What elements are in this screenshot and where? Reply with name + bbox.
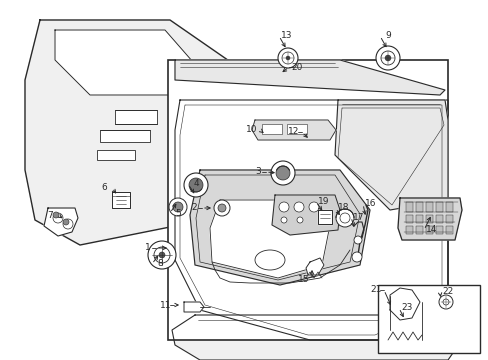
Bar [415,226,422,234]
Polygon shape [389,288,419,320]
Bar [286,124,306,134]
Text: 9: 9 [385,31,390,40]
Circle shape [353,236,361,244]
Text: 1: 1 [145,243,151,252]
Polygon shape [44,208,78,236]
Circle shape [351,252,361,262]
Circle shape [154,247,170,263]
Polygon shape [271,195,339,235]
Polygon shape [397,198,461,240]
Text: 7: 7 [47,211,53,220]
Polygon shape [172,315,454,360]
Circle shape [384,55,390,61]
Circle shape [375,46,399,70]
Circle shape [339,213,349,223]
Circle shape [189,178,203,192]
Text: 2: 2 [191,203,196,212]
Circle shape [282,52,293,64]
Circle shape [438,295,452,309]
Bar [415,202,422,212]
Bar [405,226,412,234]
Polygon shape [55,30,200,95]
Circle shape [63,219,73,229]
Bar [100,130,150,142]
Text: 3: 3 [255,167,260,176]
Polygon shape [334,100,447,210]
Text: 20: 20 [291,63,302,72]
Text: 11: 11 [160,301,171,310]
Polygon shape [190,170,369,285]
Text: 6: 6 [101,184,107,193]
Text: 10: 10 [246,126,257,135]
Text: 15: 15 [298,275,309,284]
Ellipse shape [254,250,285,270]
Text: 14: 14 [426,225,437,234]
Text: 18: 18 [338,203,349,212]
Circle shape [214,200,229,216]
Text: 8: 8 [157,260,163,269]
Text: 22: 22 [442,288,453,297]
Circle shape [285,56,289,60]
Text: 17: 17 [352,212,364,221]
Text: 23: 23 [401,303,412,312]
Circle shape [218,204,225,212]
Bar [262,124,282,134]
Circle shape [308,202,318,212]
Circle shape [442,299,448,305]
Circle shape [278,48,297,68]
Circle shape [275,166,289,180]
Circle shape [270,161,294,185]
Bar [435,226,442,234]
Text: 4: 4 [193,180,199,189]
Polygon shape [175,100,447,340]
Polygon shape [305,258,324,275]
Bar [377,285,479,353]
Text: 5: 5 [175,208,181,217]
Bar [97,150,135,160]
Circle shape [53,212,59,218]
Circle shape [380,51,394,65]
Bar [415,215,422,223]
Polygon shape [183,302,203,312]
Circle shape [63,219,69,225]
Polygon shape [317,210,331,224]
Bar [168,60,447,340]
Polygon shape [251,120,335,140]
Polygon shape [175,60,444,95]
Text: 16: 16 [365,199,376,208]
Text: 12: 12 [288,127,299,136]
Text: 13: 13 [281,31,292,40]
Bar [115,110,157,124]
Bar [435,215,442,223]
Circle shape [296,217,303,223]
Polygon shape [209,200,329,278]
Circle shape [159,252,164,258]
Bar [425,215,432,223]
Bar [425,202,432,212]
Circle shape [53,213,63,223]
Polygon shape [112,192,130,208]
Bar [405,202,412,212]
Circle shape [173,202,183,212]
Text: 21: 21 [369,285,381,294]
Circle shape [335,209,353,227]
Circle shape [279,202,288,212]
Bar [435,202,442,212]
Polygon shape [25,20,235,245]
Bar [445,202,452,212]
Circle shape [293,202,304,212]
Circle shape [183,173,207,197]
Bar [445,226,452,234]
Bar [425,226,432,234]
Text: 19: 19 [318,198,329,207]
Circle shape [169,198,186,216]
Bar [445,215,452,223]
Bar [405,215,412,223]
Circle shape [148,241,176,269]
Circle shape [281,217,286,223]
